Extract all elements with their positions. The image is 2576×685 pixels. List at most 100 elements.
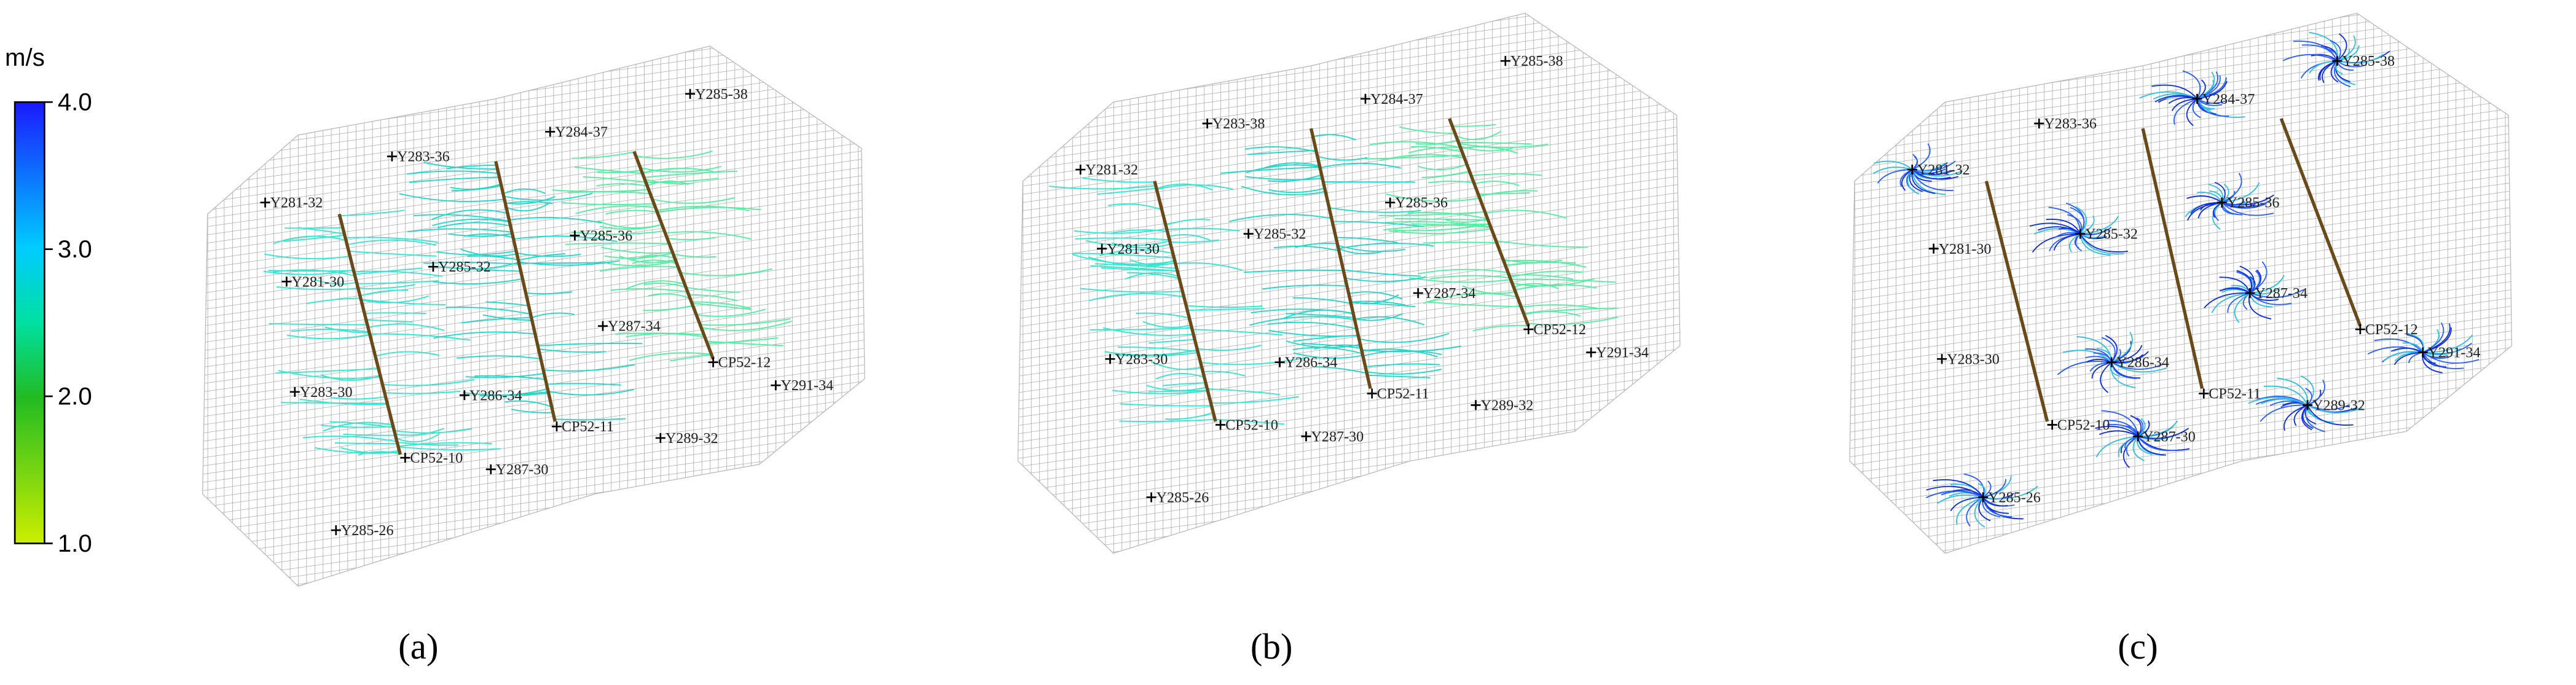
streamline [1912,169,1952,175]
streamline [2095,426,2138,437]
streamline [2154,95,2197,103]
streamline [2186,195,2223,203]
streamline [423,162,498,170]
well-marker [1978,492,1989,503]
fault [1984,181,2049,422]
streamline [1512,278,1595,287]
fault [632,151,715,360]
streamline [1156,183,1213,190]
well-marker [545,127,556,137]
streamline [599,265,678,272]
streamline [1941,490,1984,498]
streamline [343,433,396,436]
streamline [1215,418,1285,425]
streamline [700,318,791,326]
streamline [306,297,361,305]
well-marker [2199,388,2209,399]
streamline [643,170,738,178]
streamline [1503,259,1587,268]
well-label: Y281-30 [1939,241,1992,257]
streamline [451,185,502,192]
streamline [361,295,430,303]
well-label: Y285-26 [341,523,394,539]
well-marker [2192,93,2202,104]
streamline [657,206,761,213]
streamline [396,433,440,443]
colorbar [14,101,45,544]
well-label: Y281-32 [270,195,323,211]
streamline [1292,346,1363,354]
streamline [1244,146,1317,153]
streamline [438,266,521,272]
well-marker [2417,347,2428,358]
streamline [463,392,549,396]
streamline [409,176,500,183]
streamline [1317,155,1368,161]
streamline [2422,348,2461,356]
well-marker [1274,357,1285,367]
streamline [2029,222,2081,235]
streamline [1168,233,1211,241]
streamline [1952,489,1984,498]
streamline [2095,436,2138,458]
streamline [2186,98,2198,127]
streamline [1394,217,1488,221]
streamline [635,151,713,159]
well-label: Y284-37 [2202,92,2255,108]
streamline [1423,292,1518,304]
streamline [1072,252,1174,259]
streamline [1332,221,1424,227]
streamline [1286,313,1354,318]
streamline [331,396,386,400]
streamline [406,170,499,175]
streamline [656,205,750,211]
well-label: Y283-38 [1212,116,1265,132]
streamline [571,230,665,235]
well-marker [1243,229,1254,239]
streamline [2236,270,2253,294]
streamline [2197,71,2215,100]
well-marker [281,276,292,287]
streamline [1146,385,1208,391]
streamline [2282,53,2338,62]
streamline [359,289,409,297]
streamline [2322,60,2338,84]
streamline [1166,227,1240,232]
streamline [1423,241,1497,244]
well-label: Y285-32 [2085,227,2138,243]
fault [1309,128,1372,389]
streamline [353,270,443,277]
streamline [1149,339,1195,344]
well-marker [1385,197,1396,208]
streamline [1513,283,1559,289]
streamline [1293,334,1359,342]
well-marker [2332,56,2342,66]
streamline [1200,357,1307,366]
streamline [644,178,694,185]
streamline [283,235,345,242]
streamline [546,383,621,386]
streamline [604,252,673,259]
streamline [1207,388,1280,396]
streamline [572,151,635,159]
streamline [2132,436,2145,461]
well-marker [2107,357,2117,367]
streamline [1338,243,1434,249]
streamline [1388,228,1492,235]
streamline [1117,346,1198,352]
streamline [2192,98,2201,119]
streamline [2079,215,2095,235]
streamline [2422,322,2444,353]
well-label: CP52-10 [1225,418,1278,434]
well-label: Y289-32 [2312,397,2365,413]
streamline [706,340,784,346]
colorbar-tick-label: 4.0 [58,88,92,116]
well-marker [400,453,410,463]
streamline [367,323,445,331]
streamline [2151,84,2198,100]
streamline [2197,77,2227,100]
streamline [1978,483,1986,498]
streamline [2307,380,2326,406]
well-marker [2132,431,2143,442]
streamline [1418,163,1467,170]
